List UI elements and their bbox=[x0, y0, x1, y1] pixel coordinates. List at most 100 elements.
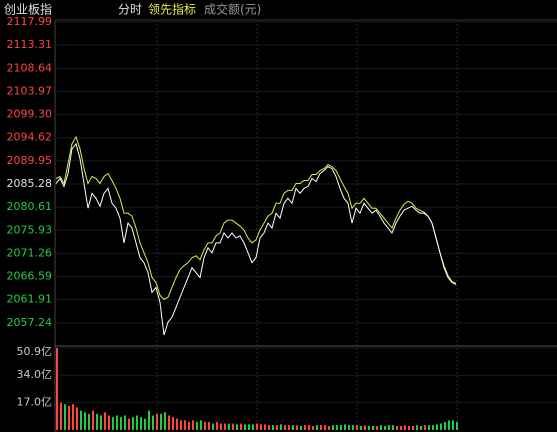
volume-bar bbox=[108, 415, 110, 430]
time-grid bbox=[156, 20, 458, 432]
volume-bar bbox=[384, 425, 386, 430]
volume-bar bbox=[160, 413, 162, 430]
volume-bar bbox=[156, 413, 158, 430]
volume-bar bbox=[100, 415, 102, 430]
volume-bar bbox=[84, 412, 86, 430]
volume-bar bbox=[452, 420, 454, 430]
volume-bar bbox=[284, 425, 286, 430]
y-tick-label: 2085.28 bbox=[7, 177, 53, 190]
view-tab[interactable]: 分时 bbox=[118, 3, 142, 17]
volume-bar bbox=[456, 421, 458, 430]
volume-bar bbox=[244, 424, 246, 430]
volume-bar bbox=[432, 425, 434, 430]
volume-bar bbox=[252, 424, 254, 430]
y-tick-label: 2103.97 bbox=[7, 84, 53, 97]
volume-bar bbox=[356, 425, 358, 430]
volume-tick-label: 50.9亿 bbox=[17, 345, 53, 358]
volume-bar bbox=[344, 424, 346, 430]
volume-bar bbox=[300, 425, 302, 430]
volume-bar bbox=[380, 425, 382, 430]
volume-bar bbox=[364, 425, 366, 430]
volume-bar bbox=[180, 420, 182, 430]
volume-bar bbox=[328, 425, 330, 430]
volume-bar bbox=[412, 425, 414, 430]
volume-bar bbox=[176, 418, 178, 430]
volume-bar bbox=[228, 423, 230, 430]
volume-bar bbox=[64, 404, 66, 430]
volume-bar bbox=[232, 423, 234, 430]
volume-bar bbox=[192, 420, 194, 430]
y-tick-label: 2057.24 bbox=[7, 316, 53, 329]
volume-bar bbox=[428, 425, 430, 430]
volume-bar bbox=[104, 412, 106, 430]
y-tick-label: 2071.26 bbox=[7, 246, 53, 259]
volume-bar bbox=[440, 423, 442, 430]
volume-bar bbox=[112, 417, 114, 430]
volume-bar bbox=[152, 415, 154, 430]
volume-bar bbox=[268, 425, 270, 430]
volume-label: 成交额(元) bbox=[204, 2, 261, 17]
volume-bar bbox=[276, 425, 278, 430]
volume-bar bbox=[308, 425, 310, 430]
volume-bar bbox=[404, 425, 406, 430]
volume-bar bbox=[136, 415, 138, 430]
volume-bar bbox=[304, 425, 306, 430]
volume-bar bbox=[120, 417, 122, 430]
volume-bar bbox=[332, 425, 334, 430]
volume-bar bbox=[248, 424, 250, 430]
volume-bar bbox=[128, 418, 130, 430]
volume-bar bbox=[196, 421, 198, 430]
volume-bar bbox=[204, 421, 206, 430]
volume-tick-label: 17.0亿 bbox=[17, 396, 53, 409]
volume-bar bbox=[280, 424, 282, 430]
lead-indicator-label: 领先指标 bbox=[148, 2, 196, 17]
volume-bar bbox=[316, 425, 318, 430]
volume-bar bbox=[148, 410, 150, 430]
y-tick-label: 2061.91 bbox=[7, 293, 53, 306]
volume-bar bbox=[400, 425, 402, 430]
volume-bar bbox=[236, 424, 238, 430]
volume-bar bbox=[416, 425, 418, 430]
volume-bar bbox=[76, 407, 78, 430]
volume-bar bbox=[376, 425, 378, 430]
volume-bar bbox=[296, 425, 298, 430]
lead-line bbox=[55, 135, 457, 300]
y-tick-label: 2094.62 bbox=[7, 131, 53, 144]
volume-bar bbox=[260, 424, 262, 430]
volume-bar bbox=[420, 425, 422, 430]
price-line bbox=[55, 142, 457, 336]
volume-bar bbox=[264, 424, 266, 430]
volume-bar bbox=[132, 417, 134, 430]
volume-bar bbox=[408, 425, 410, 430]
volume-bar bbox=[172, 417, 174, 430]
y-tick-label: 2108.64 bbox=[7, 61, 53, 74]
volume-bar bbox=[348, 425, 350, 430]
volume-bar bbox=[224, 423, 226, 430]
volume-bar bbox=[340, 425, 342, 430]
volume-bar bbox=[388, 425, 390, 430]
volume-bar bbox=[96, 413, 98, 430]
y-tick-label: 2089.95 bbox=[7, 154, 53, 167]
volume-bar bbox=[124, 415, 126, 430]
volume-bar bbox=[88, 413, 90, 430]
volume-bar bbox=[424, 425, 426, 430]
index-name: 创业板指 bbox=[4, 2, 52, 17]
volume-bar bbox=[444, 421, 446, 430]
volume-bar bbox=[164, 412, 166, 430]
volume-bar bbox=[336, 425, 338, 430]
volume-bar bbox=[184, 420, 186, 430]
volume-bar bbox=[288, 425, 290, 430]
volume-bar bbox=[292, 425, 294, 430]
volume-bar bbox=[324, 425, 326, 430]
volume-bar bbox=[312, 425, 314, 430]
volume-bar bbox=[80, 410, 82, 430]
y-tick-label: 2080.61 bbox=[7, 200, 53, 213]
volume-bar bbox=[68, 405, 70, 430]
volume-bar bbox=[368, 425, 370, 430]
volume-bar bbox=[216, 421, 218, 430]
volume-bar bbox=[372, 425, 374, 430]
volume-bar bbox=[144, 418, 146, 430]
y-tick-label: 2099.30 bbox=[7, 108, 53, 121]
volume-bar bbox=[320, 425, 322, 430]
